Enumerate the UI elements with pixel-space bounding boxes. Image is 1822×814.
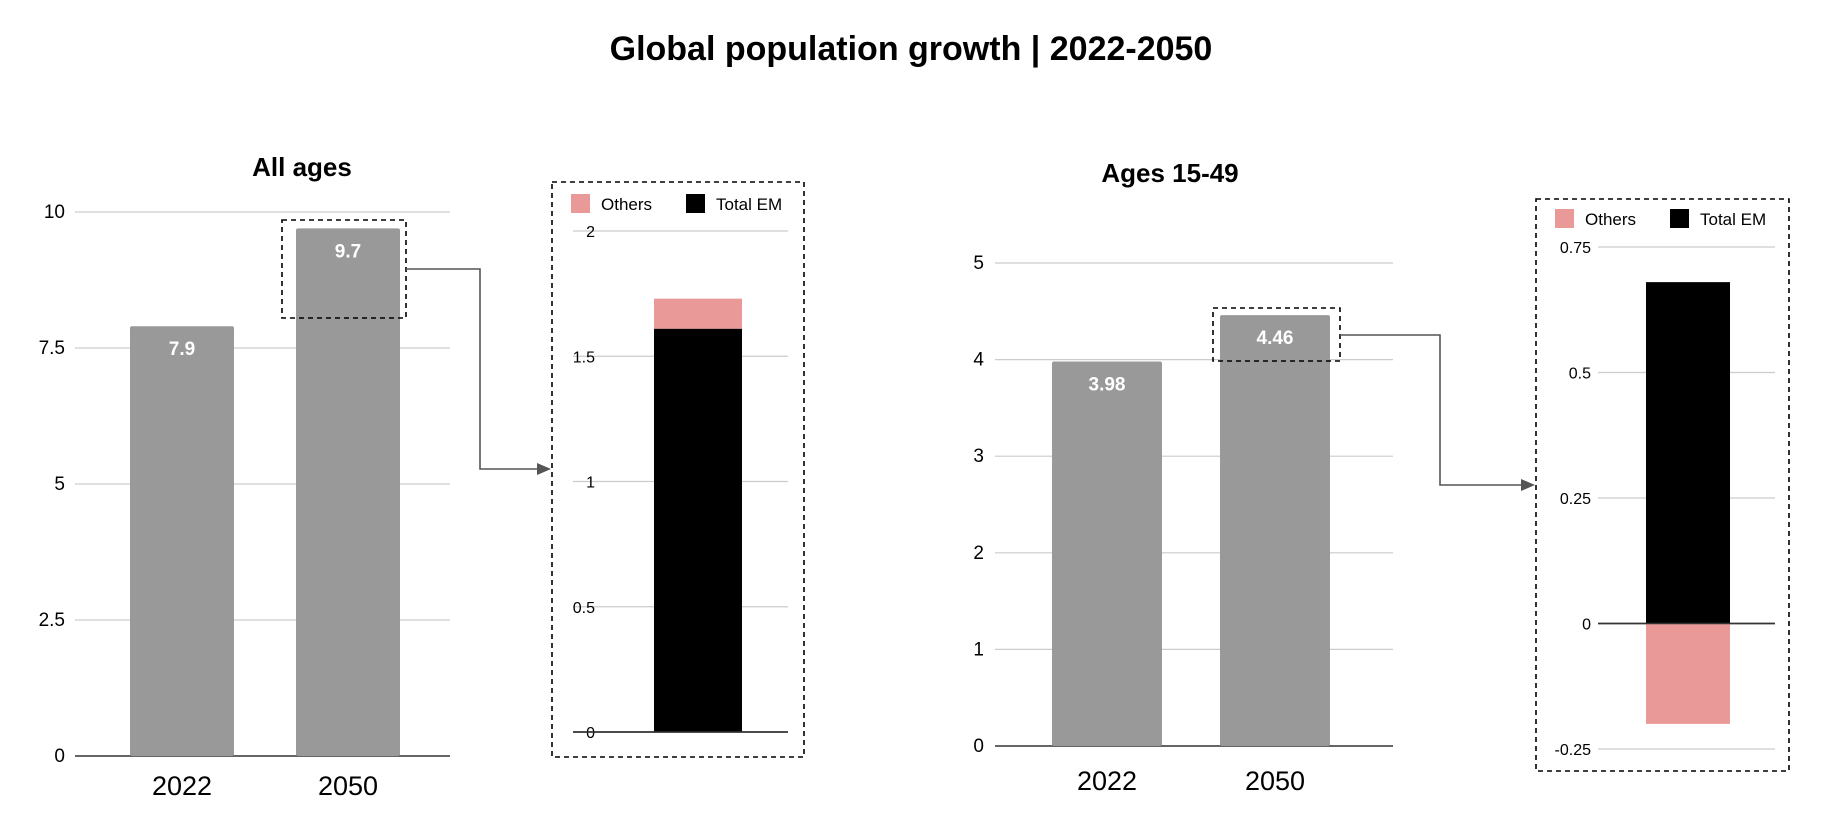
legend-swatch-others <box>1555 209 1574 228</box>
connector-arrow <box>406 268 539 470</box>
y-tick-label: 1 <box>973 639 984 660</box>
data-label: 7.9 <box>169 339 195 360</box>
legend-label-total-em: Total EM <box>1700 210 1766 229</box>
y-tick-label: 0 <box>54 746 65 767</box>
y-tick-label: 0.5 <box>573 600 595 617</box>
y-tick-label: 2 <box>973 543 984 564</box>
legend-swatch-others <box>571 194 590 213</box>
y-tick-label: 0 <box>1582 617 1591 634</box>
y-tick-label: 5 <box>54 474 65 495</box>
y-tick-label: 0 <box>586 725 595 742</box>
bar <box>296 228 400 756</box>
bar <box>1220 315 1330 746</box>
data-label: 4.46 <box>1257 328 1294 349</box>
y-tick-label: 3 <box>973 446 984 467</box>
connector-arrow-head <box>537 463 551 475</box>
x-tick-label: 2050 <box>318 771 378 801</box>
main-title: Global population growth | 2022-2050 <box>609 30 1213 68</box>
bar-segment-total-em <box>1646 282 1730 624</box>
legend-label-others: Others <box>1585 210 1636 229</box>
chart-title: Ages 15-49 <box>1101 158 1238 188</box>
data-label: 9.7 <box>335 241 361 262</box>
data-label: 3.98 <box>1089 375 1126 396</box>
legend-swatch-total-em <box>1670 209 1689 228</box>
legend-label-others: Others <box>601 195 652 214</box>
y-tick-label: 0 <box>973 736 984 757</box>
y-tick-label: -0.25 <box>1555 742 1592 759</box>
y-tick-label: 0.5 <box>1569 366 1591 383</box>
y-tick-label: 1.5 <box>573 349 595 366</box>
legend-label-total-em: Total EM <box>716 195 782 214</box>
y-tick-label: 0.25 <box>1560 491 1591 508</box>
chart-title: All ages <box>252 152 352 182</box>
y-tick-label: 5 <box>973 253 984 274</box>
legend-swatch-total-em <box>686 194 705 213</box>
x-tick-label: 2022 <box>152 771 212 801</box>
zoom-frame <box>1535 198 1790 772</box>
connector-arrow <box>1340 334 1523 486</box>
y-tick-label: 7.5 <box>39 338 65 359</box>
y-tick-label: 10 <box>44 202 65 223</box>
x-tick-label: 2022 <box>1077 766 1137 796</box>
bar-segment-others <box>654 298 742 329</box>
bar-segment-others <box>1646 623 1730 724</box>
y-tick-label: 0.75 <box>1560 240 1591 257</box>
x-tick-label: 2050 <box>1245 766 1305 796</box>
y-tick-label: 2 <box>586 224 595 241</box>
bar <box>1052 361 1162 746</box>
connector-arrow-head <box>1521 479 1535 491</box>
y-tick-label: 4 <box>973 350 984 371</box>
y-tick-label: 2.5 <box>39 610 65 631</box>
y-tick-label: 1 <box>586 475 595 492</box>
bar <box>130 326 234 756</box>
zoom-frame <box>551 181 805 758</box>
bar-segment-total-em <box>654 328 742 732</box>
